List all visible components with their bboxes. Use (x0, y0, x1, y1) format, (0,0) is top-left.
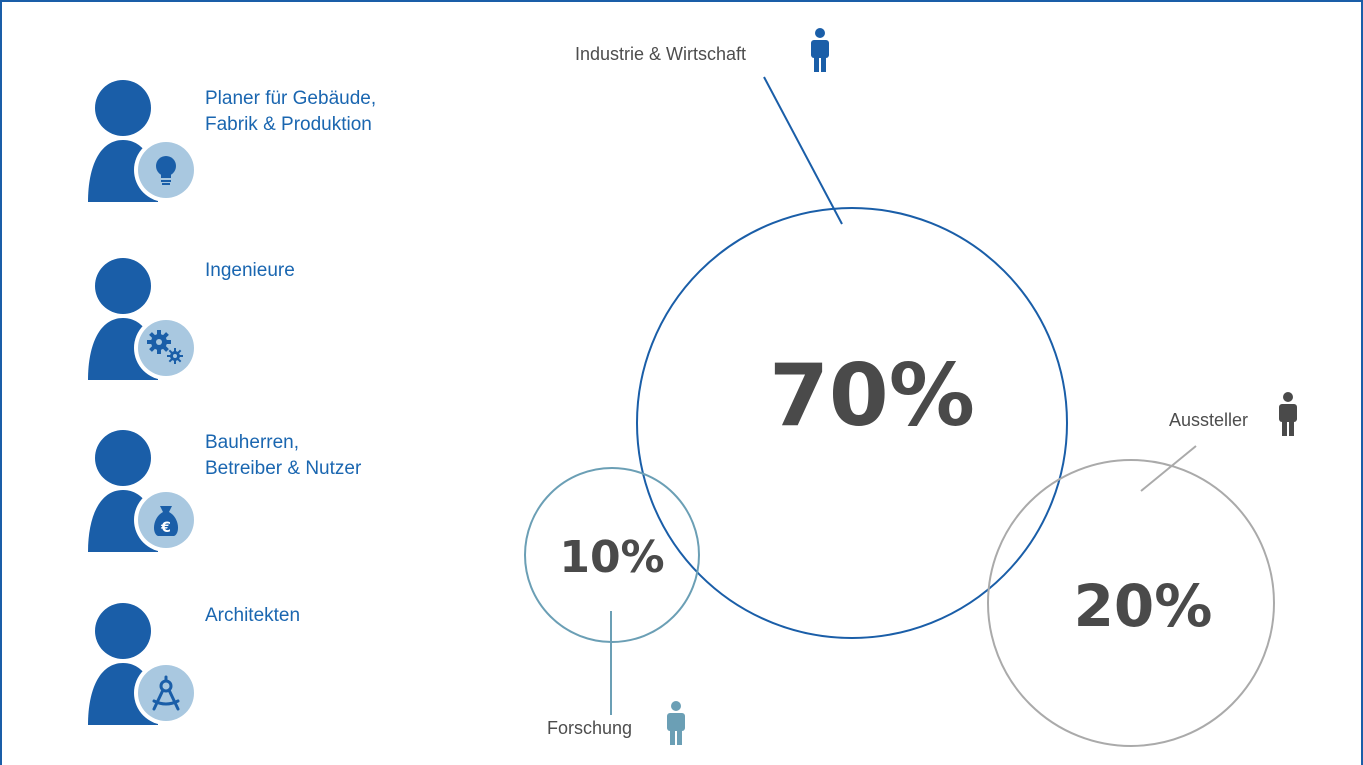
audience-label-line: Ingenieure (205, 260, 295, 281)
person-icon (811, 28, 829, 72)
audience-label-line: Planer für Gebäude, (205, 88, 377, 109)
user-icon (88, 258, 198, 380)
audience-item-ingenieure (86, 258, 198, 380)
audience-label-architekten: Architekten (205, 603, 300, 629)
compass-icon (152, 675, 180, 711)
person-icon (1279, 392, 1297, 436)
audience-label-ingenieure: Ingenieure (205, 258, 295, 284)
share-value-industrie: 70% (769, 346, 975, 446)
audience-label-line: Betreiber & Nutzer (205, 458, 362, 479)
audience-item-bauherren: € (86, 430, 198, 552)
audience-item-architekten (86, 603, 198, 725)
audience-label-line: Bauherren, (205, 432, 300, 453)
money-bag-euro-icon: € (153, 506, 179, 536)
audience-item-planer (86, 80, 198, 202)
audience-label-bauherren: Bauherren, Betreiber & Nutzer (205, 430, 361, 482)
person-icon (667, 701, 685, 745)
audience-label-planer: Planer für Gebäude, Fabrik & Produktion (205, 86, 376, 138)
category-label-aussteller: Aussteller (1169, 410, 1249, 430)
category-label-forschung: Forschung (547, 718, 633, 738)
user-icon: € (88, 430, 198, 552)
audience-label-line: Fabrik & Produktion (205, 114, 372, 135)
audience-label-line: Architekten (205, 605, 301, 626)
gears-icon (147, 330, 183, 364)
circle-industrie (636, 207, 1068, 639)
category-label-industrie: Industrie & Wirtschaft (575, 44, 747, 64)
leader-line-industrie (763, 76, 843, 225)
user-icon (88, 603, 198, 725)
share-value-forschung: 10% (559, 532, 665, 583)
lightbulb-icon (156, 156, 176, 185)
share-value-aussteller: 20% (1073, 572, 1213, 640)
circle-aussteller (987, 459, 1275, 747)
user-icon (88, 80, 198, 202)
svg-text:€: € (160, 520, 171, 536)
leader-line-aussteller (1140, 445, 1197, 492)
